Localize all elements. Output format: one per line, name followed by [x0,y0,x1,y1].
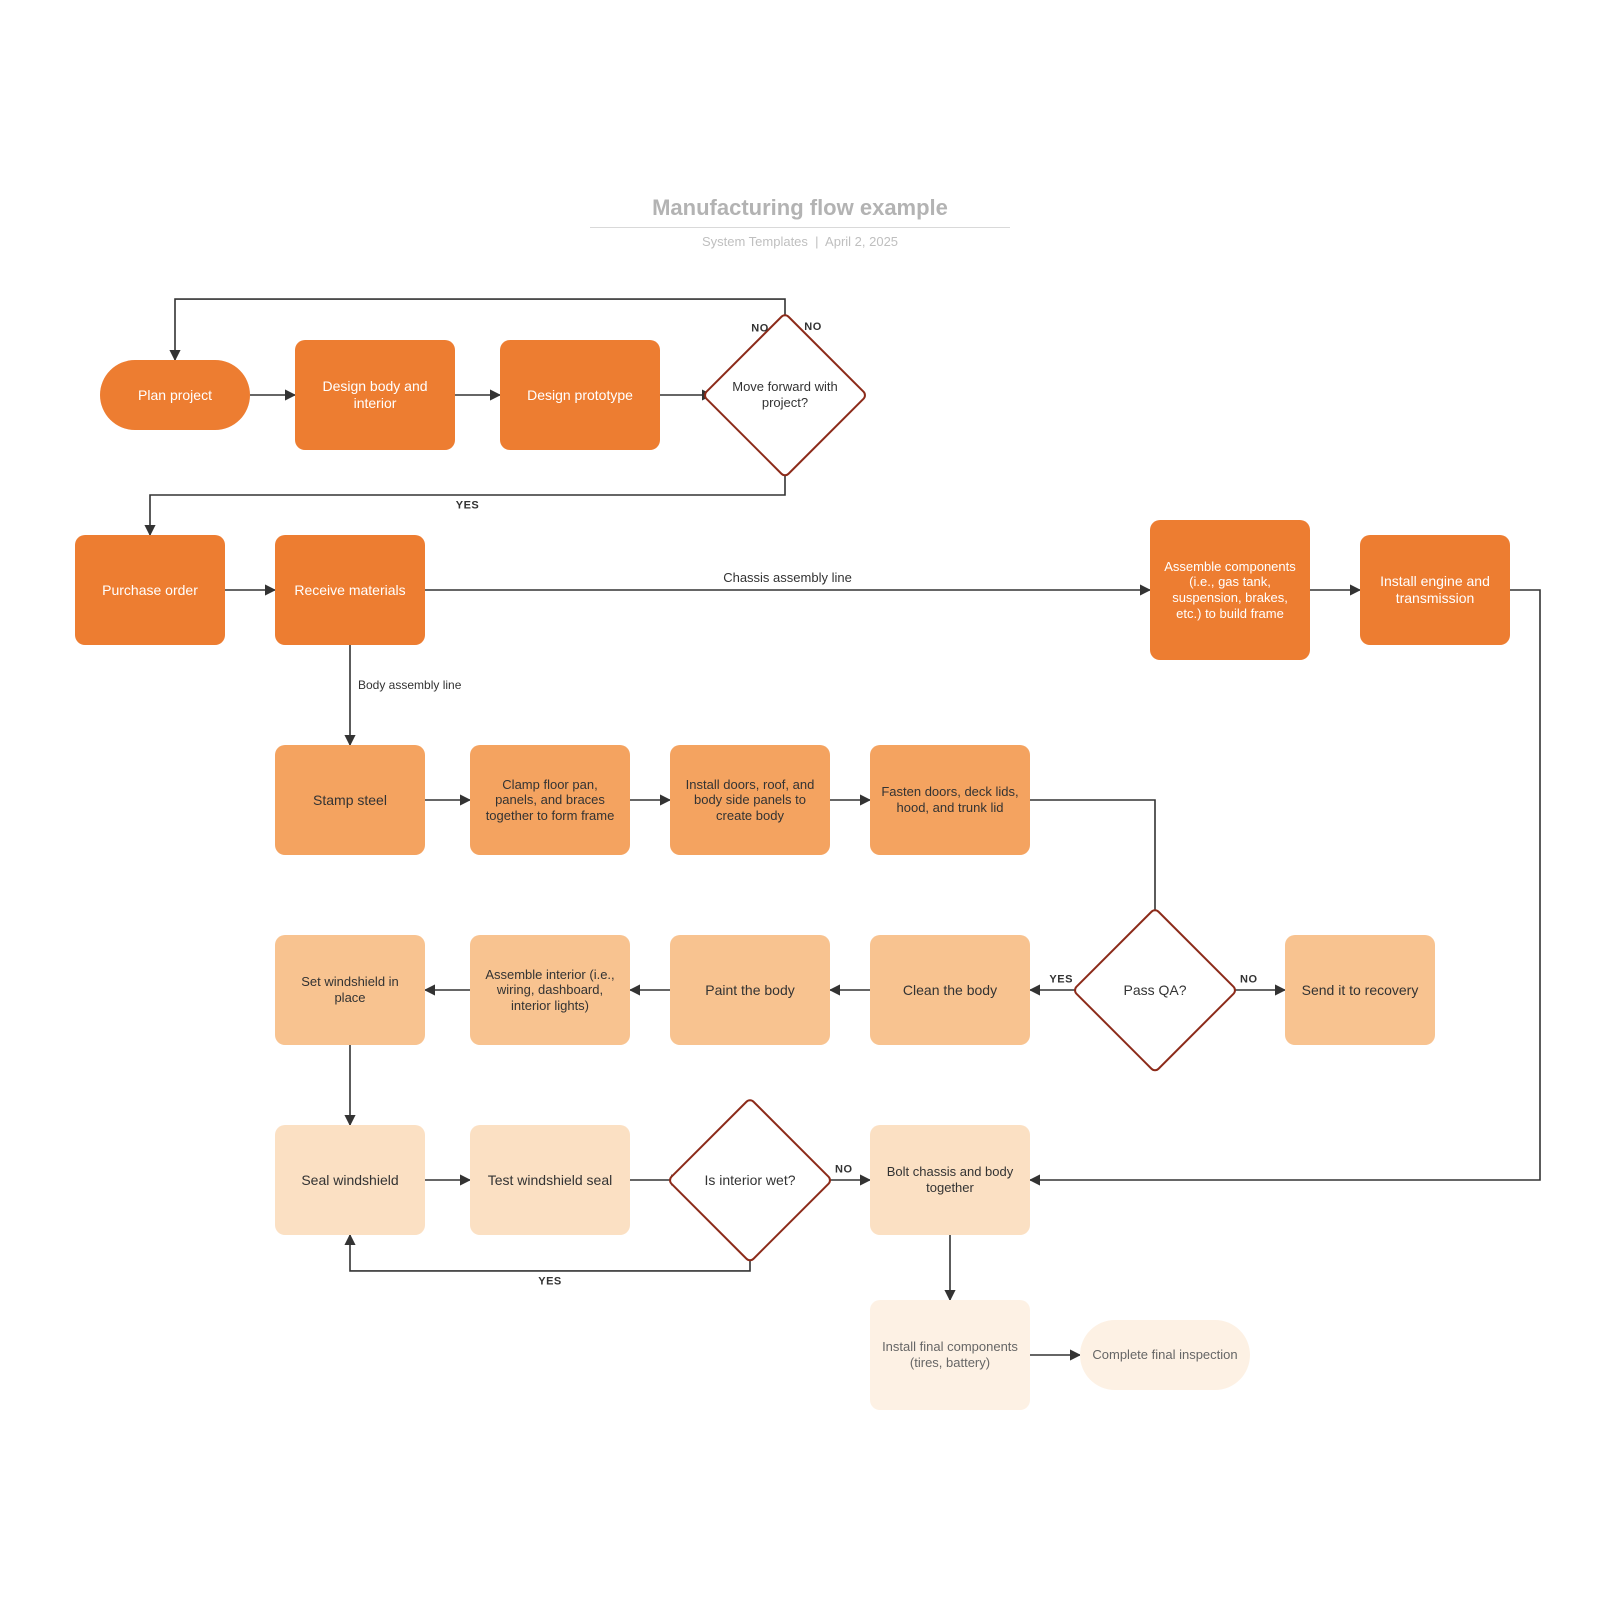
edge-label: Body assembly line [358,679,461,692]
edge-label: NO [835,1164,853,1176]
node-receive: Receive materials [275,535,425,645]
node-stamp: Stamp steel [275,745,425,855]
node-bolt: Bolt chassis and body together [870,1125,1030,1235]
node-interior: Assemble interior (i.e., wiring, dashboa… [470,935,630,1045]
edge-label: Chassis assembly line [723,570,852,585]
node-label: Is interior wet? [670,1115,830,1245]
edge-label: NO [1240,974,1258,986]
node-windshield: Set windshield in place [275,935,425,1045]
node-prototype: Design prototype [500,340,660,450]
node-label: Pass QA? [1075,925,1235,1055]
node-wet: Is interior wet? [670,1115,830,1245]
edge-label: NO [804,321,822,333]
node-clamp: Clamp floor pan, panels, and braces toge… [470,745,630,855]
node-assemble: Assemble components (i.e., gas tank, sus… [1150,520,1310,660]
node-paint: Paint the body [670,935,830,1045]
node-label: Move forward with project? [700,330,870,460]
node-qa: Pass QA? [1075,925,1235,1055]
edge-label: YES [538,1275,562,1287]
node-seal: Seal windshield [275,1125,425,1235]
node-clean: Clean the body [870,935,1030,1045]
node-doors: Install doors, roof, and body side panel… [670,745,830,855]
node-engine: Install engine and transmission [1360,535,1510,645]
node-final: Install final components (tires, battery… [870,1300,1030,1410]
node-test: Test windshield seal [470,1125,630,1235]
diagram-title: Manufacturing flow example [590,195,1010,228]
node-design: Design body and interior [295,340,455,450]
edge-label: NO [751,323,769,335]
node-plan: Plan project [100,360,250,430]
edge-label: YES [1049,974,1073,986]
node-recovery: Send it to recovery [1285,935,1435,1045]
diagram-header: Manufacturing flow example System Templa… [590,195,1010,249]
diagram-subtitle: System Templates | April 2, 2025 [590,234,1010,249]
node-po: Purchase order [75,535,225,645]
node-inspect: Complete final inspection [1080,1320,1250,1390]
node-decision1: Move forward with project? [700,330,870,460]
node-fasten: Fasten doors, deck lids, hood, and trunk… [870,745,1030,855]
edge-label: YES [456,499,480,511]
